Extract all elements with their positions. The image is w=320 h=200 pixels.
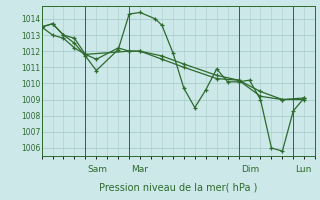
- Text: Mar: Mar: [131, 165, 148, 174]
- X-axis label: Pression niveau de la mer( hPa ): Pression niveau de la mer( hPa ): [99, 183, 258, 193]
- Text: Dim: Dim: [241, 165, 259, 174]
- Text: Sam: Sam: [88, 165, 108, 174]
- Text: Lun: Lun: [295, 165, 312, 174]
